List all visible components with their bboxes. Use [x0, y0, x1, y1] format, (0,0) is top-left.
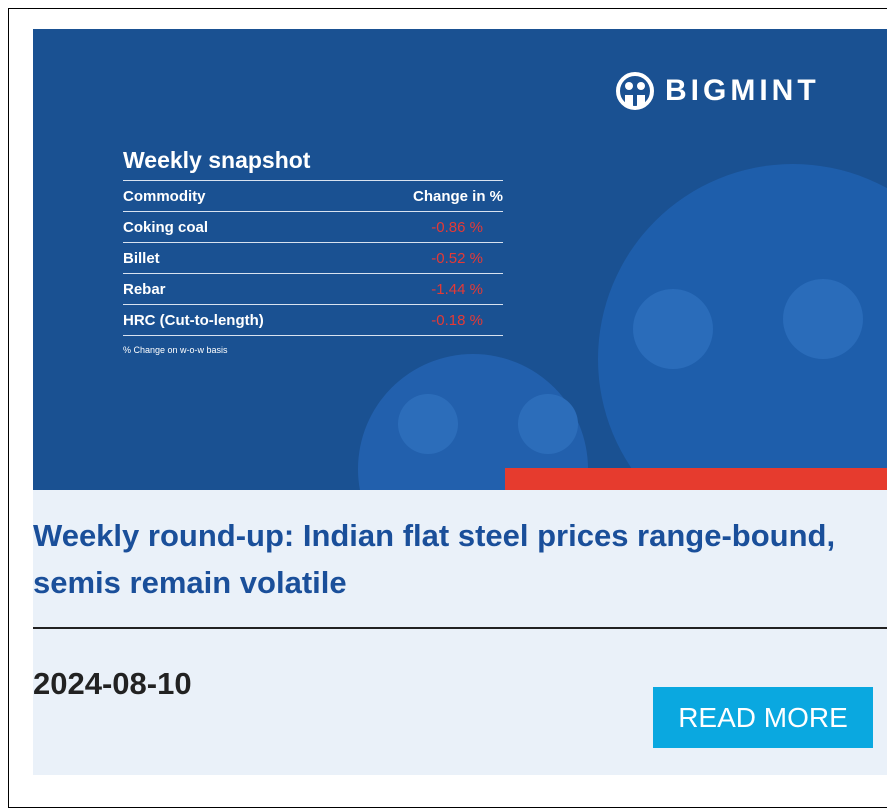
article-date: 2024-08-10: [33, 666, 192, 702]
commodity: Billet: [123, 250, 160, 267]
header-cell: Change in %: [413, 188, 503, 205]
header-row: Commodity Change in %: [123, 181, 503, 212]
change: -1.44 %: [431, 281, 503, 298]
change: -0.86 %: [431, 219, 503, 236]
change: -0.52 %: [431, 250, 503, 267]
commodity: Coking coal: [123, 219, 208, 236]
article-title[interactable]: Weekly round-up: Indian flat steel price…: [33, 512, 853, 606]
snapshot-title: Weekly snapshot: [123, 147, 503, 181]
commodity: HRC (Cut-to-length): [123, 312, 264, 329]
rows: Coking coal -0.86 % Billet -0.52 % Rebar -1.4…: [123, 212, 503, 336]
snapshot-table: Weekly snapshot Commodity Change in % Co…: [123, 147, 503, 355]
logo: BIGMINT: [615, 71, 820, 111]
accent-bar: [505, 468, 887, 490]
logo-text: BIGMINT: [665, 74, 820, 108]
change: -0.18 %: [431, 312, 503, 329]
table-row: HRC (Cut-to-length) -0.18 %: [123, 305, 503, 336]
table-row: Coking coal -0.86 %: [123, 212, 503, 243]
note: % Change on w-o-w basis: [123, 345, 503, 355]
article: Weekly round-up: Indian flat steel price…: [33, 490, 887, 775]
banner-image: BIGMINT Weekly snapshot Commodity Change…: [33, 29, 887, 490]
table-row: Billet -0.52 %: [123, 243, 503, 274]
divider: [33, 627, 887, 629]
header-cell: Commodity: [123, 188, 206, 205]
read-more-button[interactable]: READ MORE: [653, 687, 873, 748]
logo-icon: [615, 71, 655, 111]
commodity: Rebar: [123, 281, 166, 298]
table-row: Rebar -1.44 %: [123, 274, 503, 305]
page: BIGMINT Weekly snapshot Commodity Change…: [0, 0, 887, 792]
